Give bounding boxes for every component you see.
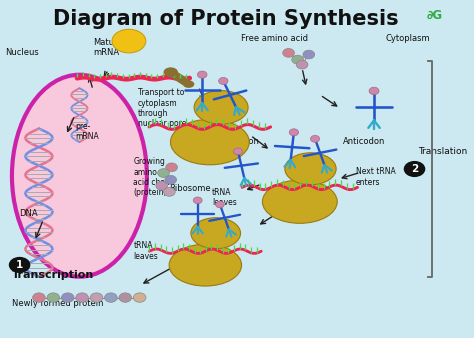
Circle shape bbox=[303, 50, 315, 59]
Ellipse shape bbox=[263, 180, 337, 223]
Text: Diagram of Protein Synthesis: Diagram of Protein Synthesis bbox=[53, 9, 399, 29]
Text: Ribosome: Ribosome bbox=[169, 184, 211, 193]
Circle shape bbox=[76, 293, 89, 302]
Text: Mature
mRNA: Mature mRNA bbox=[93, 38, 123, 57]
Ellipse shape bbox=[183, 80, 194, 88]
Circle shape bbox=[197, 71, 207, 78]
Circle shape bbox=[156, 182, 168, 190]
Ellipse shape bbox=[194, 91, 248, 124]
Text: DNA: DNA bbox=[18, 210, 37, 218]
Circle shape bbox=[219, 77, 228, 84]
Text: tRNA
leaves: tRNA leaves bbox=[212, 188, 237, 207]
Text: pre-
mRNA: pre- mRNA bbox=[75, 122, 99, 141]
Text: 2: 2 bbox=[411, 164, 418, 174]
Text: ∂G: ∂G bbox=[427, 9, 443, 22]
Text: Cytoplasm: Cytoplasm bbox=[385, 34, 430, 43]
Circle shape bbox=[119, 293, 132, 302]
Ellipse shape bbox=[191, 218, 240, 249]
Text: Codon: Codon bbox=[232, 137, 259, 146]
Circle shape bbox=[47, 293, 60, 302]
Circle shape bbox=[9, 257, 30, 273]
Circle shape bbox=[310, 136, 319, 142]
Text: tRNA
leaves: tRNA leaves bbox=[133, 241, 158, 261]
Ellipse shape bbox=[164, 67, 178, 77]
Ellipse shape bbox=[112, 29, 146, 53]
Circle shape bbox=[133, 293, 146, 302]
Text: Transport to
cytoplasm
through
nuclear pore: Transport to cytoplasm through nuclear p… bbox=[138, 88, 186, 128]
Circle shape bbox=[33, 293, 45, 302]
Ellipse shape bbox=[12, 75, 147, 277]
Text: Transcription: Transcription bbox=[12, 270, 94, 280]
Circle shape bbox=[216, 201, 224, 208]
Circle shape bbox=[193, 197, 202, 204]
Text: Nucleus: Nucleus bbox=[5, 48, 39, 57]
Ellipse shape bbox=[169, 244, 242, 286]
Circle shape bbox=[233, 148, 243, 155]
Circle shape bbox=[165, 175, 177, 184]
Circle shape bbox=[105, 293, 117, 302]
Circle shape bbox=[369, 87, 379, 95]
Circle shape bbox=[62, 293, 74, 302]
Circle shape bbox=[283, 48, 294, 57]
Text: Anticodon: Anticodon bbox=[343, 137, 385, 146]
Text: Newly formed protein: Newly formed protein bbox=[12, 298, 103, 308]
Circle shape bbox=[289, 129, 299, 136]
Circle shape bbox=[158, 169, 169, 177]
Circle shape bbox=[404, 161, 425, 177]
Ellipse shape bbox=[171, 119, 249, 165]
Text: Next tRNA
enters: Next tRNA enters bbox=[356, 167, 396, 187]
Circle shape bbox=[296, 60, 308, 69]
Circle shape bbox=[292, 55, 303, 64]
Ellipse shape bbox=[285, 153, 336, 185]
Text: Translation: Translation bbox=[418, 147, 467, 156]
Text: 1: 1 bbox=[16, 260, 23, 270]
Circle shape bbox=[166, 163, 177, 172]
Text: Growing
amino
acid chain
(protein): Growing amino acid chain (protein) bbox=[133, 157, 173, 197]
Circle shape bbox=[164, 188, 175, 196]
Circle shape bbox=[90, 293, 103, 302]
Text: Free amino acid: Free amino acid bbox=[241, 34, 309, 43]
